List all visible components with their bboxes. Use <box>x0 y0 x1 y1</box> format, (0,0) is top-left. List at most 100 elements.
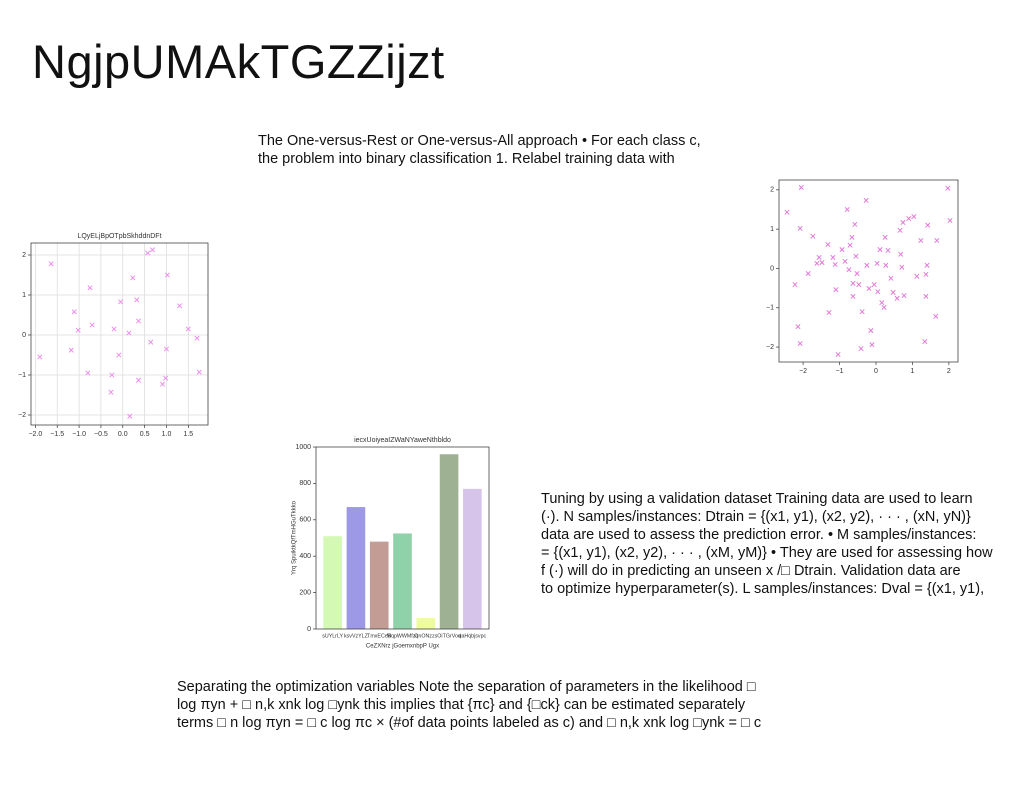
x-tick-label: 1.5 <box>183 431 193 438</box>
y-tick-label: 0 <box>770 265 774 272</box>
x-tick-label: sUYLrLY <box>322 633 343 639</box>
text-line: The One-versus-Rest or One-versus-All ap… <box>258 133 701 149</box>
point <box>819 260 825 266</box>
x-tick-label: −1.5 <box>50 431 64 438</box>
point <box>196 369 202 375</box>
point <box>177 303 183 309</box>
plot-frame <box>30 242 209 426</box>
point <box>108 389 114 395</box>
bar <box>346 507 366 629</box>
slide-title: NgjpUMAkTGZZijzt <box>32 35 445 88</box>
x-tick-label: −1.0 <box>72 431 86 438</box>
chart-title: iecxUoiyeaIZWaNYaweNthbldo <box>354 437 451 444</box>
point <box>847 242 853 248</box>
point <box>825 241 831 247</box>
y-tick-label: −2 <box>766 344 774 351</box>
x-tick-label: OiTGrVoq <box>437 633 461 639</box>
point <box>879 300 885 306</box>
x-tick-label: 1 <box>910 368 914 375</box>
point <box>901 293 907 299</box>
point <box>850 293 856 299</box>
point <box>89 322 95 328</box>
point <box>897 227 903 233</box>
point <box>87 285 93 291</box>
x-tick-label: ksvVzYLZ <box>344 633 369 639</box>
point <box>784 209 790 215</box>
y-tick-label: 2 <box>770 187 774 194</box>
point <box>899 264 905 270</box>
text-line: log πyn + □ n,k xnk log □ynk this implie… <box>177 697 746 713</box>
y-tick-label: 1 <box>770 226 774 233</box>
y-tick-label: −1 <box>18 372 26 379</box>
text-line: terms □ n log πyn = □ c log πc × (#of da… <box>177 715 762 731</box>
point <box>68 347 74 353</box>
point <box>871 282 877 288</box>
x-axis-label: CeZXNrz jGoemxnbpP Ugx <box>366 644 439 650</box>
x-tick-label: MqpWWMfzq <box>387 633 419 639</box>
point <box>792 282 798 288</box>
point <box>858 346 864 352</box>
point <box>854 271 860 277</box>
text-line: data are used to assess the prediction e… <box>541 527 977 543</box>
point <box>869 342 875 348</box>
point <box>160 381 166 387</box>
point <box>145 250 151 256</box>
point <box>882 234 888 240</box>
y-tick-label: 400 <box>299 553 311 560</box>
point <box>844 206 850 213</box>
point <box>918 238 924 244</box>
bar <box>463 488 482 629</box>
point <box>71 309 77 315</box>
point <box>885 247 891 253</box>
point <box>846 267 852 273</box>
point <box>816 254 822 260</box>
point <box>911 214 917 220</box>
point <box>849 234 855 240</box>
x-tick-label: OnONzzs <box>414 633 437 639</box>
point <box>875 289 881 295</box>
point <box>835 352 841 358</box>
text-line: the problem into binary classification 1… <box>258 151 675 167</box>
x-tick-label: 1.0 <box>162 431 172 438</box>
point <box>890 289 896 295</box>
y-tick-label: 0 <box>307 626 311 633</box>
text-line: = {(x1, y1), (x2, y2), · · · , (xM, yM)}… <box>541 545 993 561</box>
x-tick-label: 2 <box>947 368 951 375</box>
text-line: f (·) will do in predicting an unseen x … <box>541 563 961 579</box>
point <box>148 339 154 345</box>
point <box>118 299 124 305</box>
text-block: The One-versus-Rest or One-versus-All ap… <box>258 132 701 168</box>
point <box>900 219 906 225</box>
point <box>111 326 117 332</box>
bar <box>369 541 389 629</box>
point <box>163 346 169 352</box>
point <box>37 354 43 360</box>
point <box>874 260 880 266</box>
point <box>852 221 858 227</box>
point <box>947 217 953 224</box>
point <box>135 318 142 324</box>
y-tick-label: 600 <box>299 517 311 524</box>
x-tick-label: −2.0 <box>28 431 42 438</box>
x-tick-label: daHqbjsvpc <box>459 633 487 639</box>
point <box>934 238 940 244</box>
point <box>194 335 200 341</box>
point <box>826 309 832 315</box>
point <box>810 233 816 239</box>
y-tick-label: 0 <box>22 332 26 339</box>
text-line: Separating the optimization variables No… <box>177 679 756 695</box>
point <box>898 251 904 257</box>
point <box>797 341 803 347</box>
point <box>842 258 848 264</box>
x-tick-label: −0.5 <box>94 431 108 438</box>
bar <box>393 533 412 629</box>
point <box>85 370 91 376</box>
x-tick-label: TmxECeB <box>367 633 392 639</box>
x-tick-label: −1 <box>836 368 844 375</box>
y-tick-label: 1000 <box>295 444 311 451</box>
point <box>814 260 820 266</box>
point <box>839 247 845 253</box>
point <box>866 285 872 292</box>
point <box>127 413 133 419</box>
